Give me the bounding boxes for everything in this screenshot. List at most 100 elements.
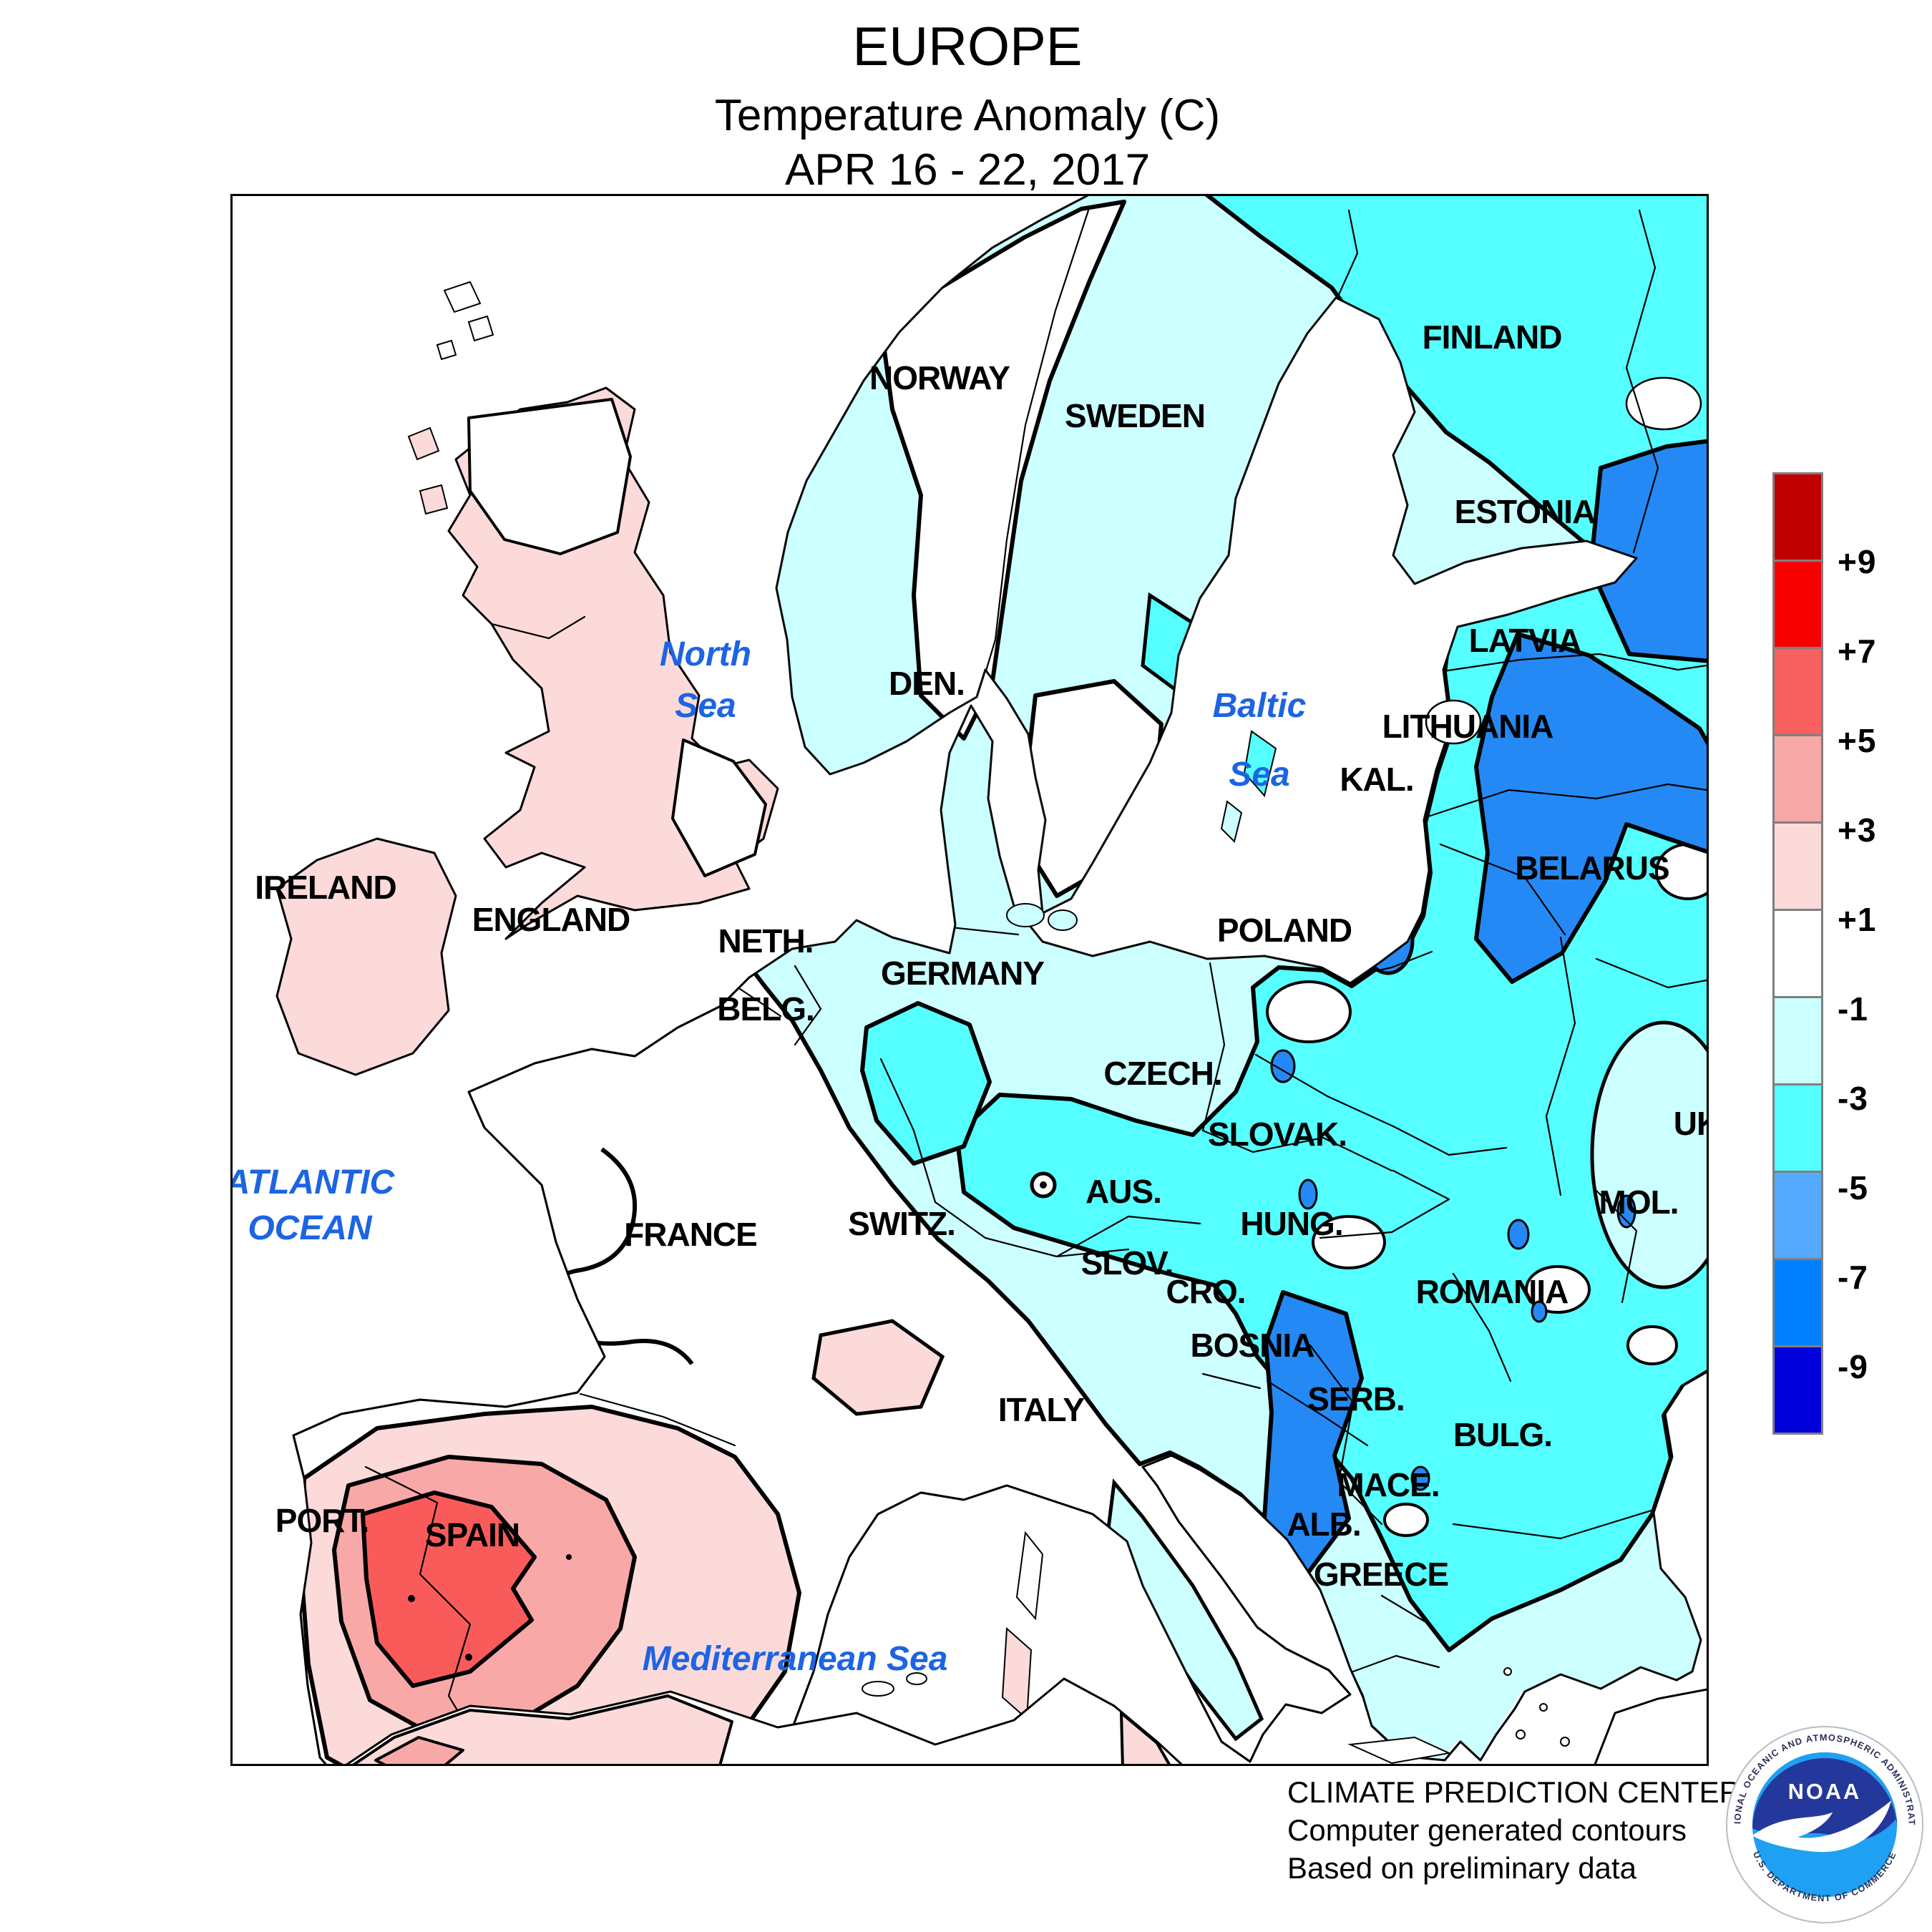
sea-label-baltic-sea: Baltic Sea <box>1212 687 1307 794</box>
blue-dot-hungary <box>1298 1179 1318 1210</box>
blue-dot-romania-1 <box>1507 1219 1530 1250</box>
region-white-spine <box>879 200 1126 741</box>
legend-cell-5 <box>1775 911 1821 998</box>
sea-label-atlantic-ocean: ATLANTIC OCEAN <box>230 1163 395 1247</box>
map-label-ireland: IRELAND <box>255 869 396 906</box>
map-label-greece: GREECE <box>1313 1556 1449 1593</box>
great-britain <box>447 386 779 940</box>
scotland-white-patch <box>467 398 632 555</box>
legend-cell-4 <box>1775 824 1821 911</box>
legend-tick--9: -9 <box>1838 1348 1868 1385</box>
turkey-corner <box>1594 1688 1707 1764</box>
map-point-markers <box>408 1171 1057 1661</box>
map-label-norway: NORWAY <box>869 359 1010 396</box>
ireland-outline <box>275 837 457 1076</box>
region-pink-s-france <box>811 1319 945 1416</box>
white-hole-serbia-s <box>1383 1503 1429 1537</box>
map-label-poland: POLAND <box>1216 912 1352 949</box>
legend-tick-+5: +5 <box>1838 722 1877 759</box>
legend-cell-2 <box>1775 649 1821 736</box>
map-label-serb: SERB. <box>1307 1380 1405 1418</box>
map-label-hung: HUNG. <box>1240 1205 1343 1242</box>
africa-pink-east <box>1120 1712 1171 1764</box>
blue-dot-romania-2 <box>1531 1300 1548 1323</box>
legend-tick--5: -5 <box>1838 1169 1868 1206</box>
white-hole-hungary <box>1312 1215 1386 1269</box>
map-label-neth: NETH. <box>718 922 814 960</box>
country-borders <box>364 209 1707 1762</box>
map-label-switz: SWITZ. <box>848 1205 956 1242</box>
region-cyan-north <box>1201 196 1707 556</box>
noaa-logo: NOAA NATIONAL OCEANIC AND ATMOSPHERIC AD… <box>1726 1726 1923 1923</box>
map-label-czech: CZECH. <box>1103 1055 1222 1092</box>
date-range: APR 16 - 22, 2017 <box>784 145 1151 195</box>
anomaly-regions <box>293 196 1707 1764</box>
map-label-england: ENGLAND <box>472 901 630 938</box>
map-label-germany: GERMANY <box>880 955 1045 992</box>
map-label-sweden: SWEDEN <box>1065 397 1206 434</box>
map-label-lithuania: LITHUANIA <box>1382 708 1554 745</box>
map-label-france: FRANCE <box>624 1216 758 1253</box>
small-islands <box>407 280 1570 1764</box>
legend-cell-7 <box>1775 1085 1821 1173</box>
map-label-bulg: BULG. <box>1453 1416 1553 1453</box>
legend-tick--3: -3 <box>1838 1080 1868 1117</box>
map-label-romania: ROMANIA <box>1415 1273 1569 1310</box>
map-label-layer: NORWAY SWEDEN FINLAND ESTONIA LATVIA LITHUANI… <box>233 196 1707 1764</box>
sea-label-north-sea: North Sea <box>660 635 751 725</box>
legend-cell-3 <box>1775 736 1821 824</box>
page-subtitle: Temperature Anomaly (C) <box>714 91 1221 140</box>
legend-tick-+3: +3 <box>1838 811 1877 849</box>
map-label-aus: AUS. <box>1085 1173 1162 1210</box>
map-label-uk: UK <box>1673 1105 1707 1142</box>
legend-tick-+7: +7 <box>1838 633 1877 670</box>
logo-noaa-text: NOAA <box>1788 1780 1862 1804</box>
white-hole-romania-e <box>1626 1325 1678 1365</box>
map-label-bosnia: BOSNIA <box>1190 1327 1315 1364</box>
map-svg <box>275 196 1707 1764</box>
legend-cell-9 <box>1775 1260 1821 1347</box>
legend-tick--7: -7 <box>1838 1259 1868 1296</box>
blob-bosnia-serbia <box>1262 1290 1364 1578</box>
blue-dot-serbia-e <box>1410 1465 1430 1491</box>
map-label-slovak: SLOVAK. <box>1207 1116 1347 1153</box>
england-scotland-border <box>490 615 586 640</box>
sea-label-mediterraneansea: Mediterranean Sea <box>642 1640 948 1678</box>
region-red-iberia <box>361 1491 537 1688</box>
europe-anomaly-map: NORWAY SWEDEN FINLAND ESTONIA LATVIA LITHUANI… <box>230 194 1709 1766</box>
map-label-latvia: LATVIA <box>1468 622 1582 659</box>
map-label-slov: SLOV. <box>1080 1244 1174 1282</box>
gulf-of-riga <box>1425 699 1482 745</box>
map-label-cro: CRO. <box>1166 1273 1246 1310</box>
legend-cell-0 <box>1775 474 1821 562</box>
map-label-spain: SPAIN <box>424 1516 520 1553</box>
africa-pink-deep <box>374 1736 464 1764</box>
north-africa <box>346 1677 1183 1764</box>
map-label-belg: BELG. <box>717 990 815 1028</box>
legend-cell-8 <box>1775 1173 1821 1260</box>
map-label-finland: FINLAND <box>1422 318 1563 356</box>
page-title: EUROPE <box>852 16 1083 77</box>
legend-cell-6 <box>1775 998 1821 1085</box>
white-hole-nw-poland <box>1266 980 1352 1043</box>
legend-tick-+1: +1 <box>1838 901 1877 938</box>
map-label-belarus: BELARUS <box>1515 849 1669 887</box>
map-label-mace: MACE. <box>1337 1466 1440 1503</box>
map-label-port: PORT. <box>275 1502 369 1539</box>
credit-line-2: Computer generated contours <box>1287 1813 1687 1847</box>
map-label-kal: KAL. <box>1340 761 1414 798</box>
region-cyan-germany-blob <box>860 1001 992 1166</box>
map-label-mol: MOL. <box>1599 1184 1679 1221</box>
legend-cell-10 <box>1775 1347 1821 1433</box>
legend-colorbar <box>1772 472 1823 1435</box>
blob-baltics-belarus <box>1474 632 1707 984</box>
legend-tick--1: -1 <box>1838 990 1868 1028</box>
map-label-den: DEN. <box>889 665 965 702</box>
legend-cell-1 <box>1775 562 1821 649</box>
credit-line-3: Based on preliminary data <box>1287 1851 1636 1885</box>
logo-emblem <box>1752 1752 1898 1898</box>
lake-ladoga <box>1625 376 1702 431</box>
legend-tick-+9: +9 <box>1838 543 1877 580</box>
white-hole-romania-n <box>1525 1265 1591 1314</box>
